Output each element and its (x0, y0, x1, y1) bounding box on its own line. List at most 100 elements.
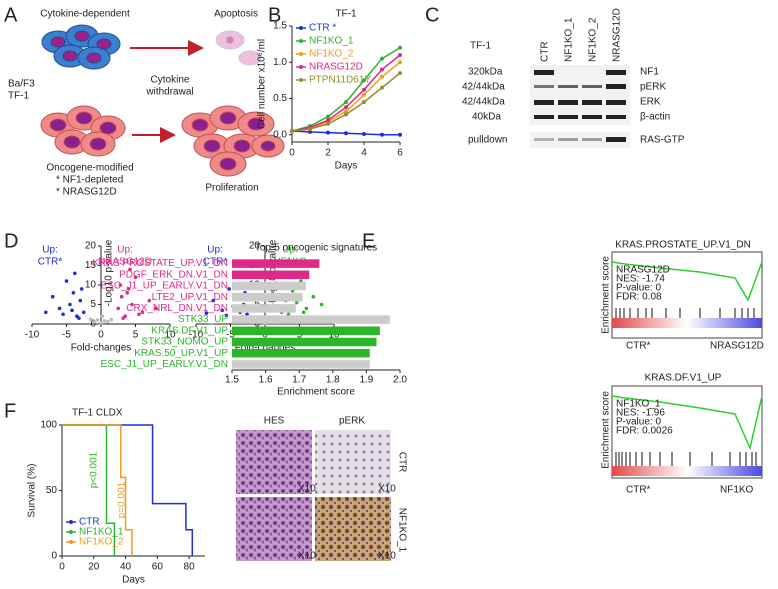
point (326, 114, 330, 119)
point (344, 109, 348, 114)
row-label: CTR (396, 452, 407, 473)
bar (232, 304, 296, 313)
point (61, 312, 65, 317)
lane-label: CTR (540, 41, 551, 62)
y-tick-label: 50 (46, 485, 58, 496)
x-tick-label: 6 (397, 148, 403, 159)
bar (232, 348, 370, 358)
point (245, 312, 249, 317)
x-tick-label: 2 (325, 148, 331, 159)
x-tick-label: 4 (361, 148, 367, 159)
gsea-box (611, 385, 763, 479)
point (99, 321, 103, 325)
x-tick-label: 0 (289, 148, 295, 159)
diagram-a: Cytokine-dependent Apoptosis Ba/F3 TF-1 … (8, 9, 285, 198)
column-label: pERK (339, 416, 365, 427)
point (398, 45, 402, 50)
cells (41, 24, 121, 70)
point (77, 316, 81, 320)
legend-marker (69, 540, 73, 544)
series-line (62, 424, 194, 556)
legend-label: NF1KO_2 (309, 49, 354, 60)
x-tick-label: 1.9 (359, 375, 373, 386)
point (133, 275, 138, 280)
x-tick-label: 2.0 (393, 375, 407, 386)
x-tick-label: 0 (59, 562, 65, 573)
bar (232, 337, 377, 347)
category-label: LTE2_UP.V1_DN (152, 292, 228, 303)
legend-marker (69, 520, 73, 524)
bar (232, 281, 306, 291)
point (380, 74, 384, 79)
protein-label: pERK (640, 82, 666, 93)
label: Cytokine-dependent (40, 9, 130, 20)
hes-image (236, 430, 312, 494)
point (362, 100, 366, 105)
point (70, 308, 74, 313)
category-label: ESC_J1_UP_EARLY.V1_DN (101, 281, 228, 292)
panel-label: A (4, 4, 18, 26)
point (78, 298, 83, 303)
point (154, 306, 158, 311)
magnification: X10 (378, 484, 396, 495)
x-tick-label: 60 (152, 562, 164, 573)
y-tick-label: 20 (85, 241, 97, 252)
y-tick-label: 0 (90, 319, 96, 330)
gsea-stat: FDR: 0.08 (616, 292, 662, 303)
x-tick-label: -10 (189, 330, 204, 341)
apoptotic-cells (215, 30, 262, 66)
gsea-right: NF1KO (720, 485, 754, 496)
histology: HES pERK X10 X10 X10 X10 CTR NF1KO_1 (236, 416, 407, 562)
bar (232, 326, 380, 336)
point (57, 306, 62, 311)
point (398, 71, 402, 76)
legend-marker (69, 530, 73, 534)
size-label: 40kDa (472, 112, 501, 123)
x-axis-label: Days (122, 575, 145, 584)
label: * NRASG12D (56, 187, 117, 198)
size-label: 320kDa (468, 67, 503, 78)
category-label: KRAS PROSTATE_UP.V1_DN (92, 258, 228, 269)
gsea-hits (615, 308, 755, 318)
category-label: STK33_UP (178, 314, 228, 325)
point (380, 132, 384, 137)
x-tick-label: 80 (184, 562, 196, 573)
perk-image (315, 430, 391, 494)
label: TF-1 (8, 91, 30, 102)
gsea-curve (611, 395, 763, 451)
point (118, 283, 123, 287)
point (72, 271, 77, 276)
gsea-label: NF1KO_1 (616, 399, 661, 410)
legend-label: CTR * (309, 23, 336, 34)
column-label: HES (264, 416, 285, 427)
point (362, 92, 366, 97)
protein-label: NF1 (640, 67, 659, 78)
annotation: p=0.001 (117, 481, 128, 518)
point (64, 279, 69, 283)
point (128, 267, 132, 272)
point (147, 298, 152, 303)
legend-marker (299, 78, 303, 82)
point (398, 132, 402, 137)
gsea-left: CTR* (626, 485, 651, 496)
y-axis-label: Survival (%) (27, 464, 38, 518)
y-tick-label: 100 (40, 420, 57, 431)
bar (232, 360, 370, 369)
series-line (291, 47, 401, 132)
blot-title: TF-1 (470, 41, 492, 52)
point (71, 291, 76, 295)
y-axis-label: -Log10 p-value (104, 239, 115, 306)
x-tick-label: 10 (328, 330, 340, 341)
magnification: X10 (298, 484, 316, 495)
point (326, 118, 330, 123)
category-label: CRX_NRL_DN.V1_DN (126, 303, 228, 314)
point (398, 53, 402, 57)
x-tick-label: -5 (62, 330, 71, 341)
point (92, 320, 96, 324)
panel-label: B (268, 4, 281, 26)
bands (534, 70, 626, 142)
y-tick-label: 5 (90, 299, 96, 310)
lane-label: NF1KO_1 (564, 17, 575, 62)
legend-marker (299, 52, 303, 56)
point (137, 312, 141, 317)
